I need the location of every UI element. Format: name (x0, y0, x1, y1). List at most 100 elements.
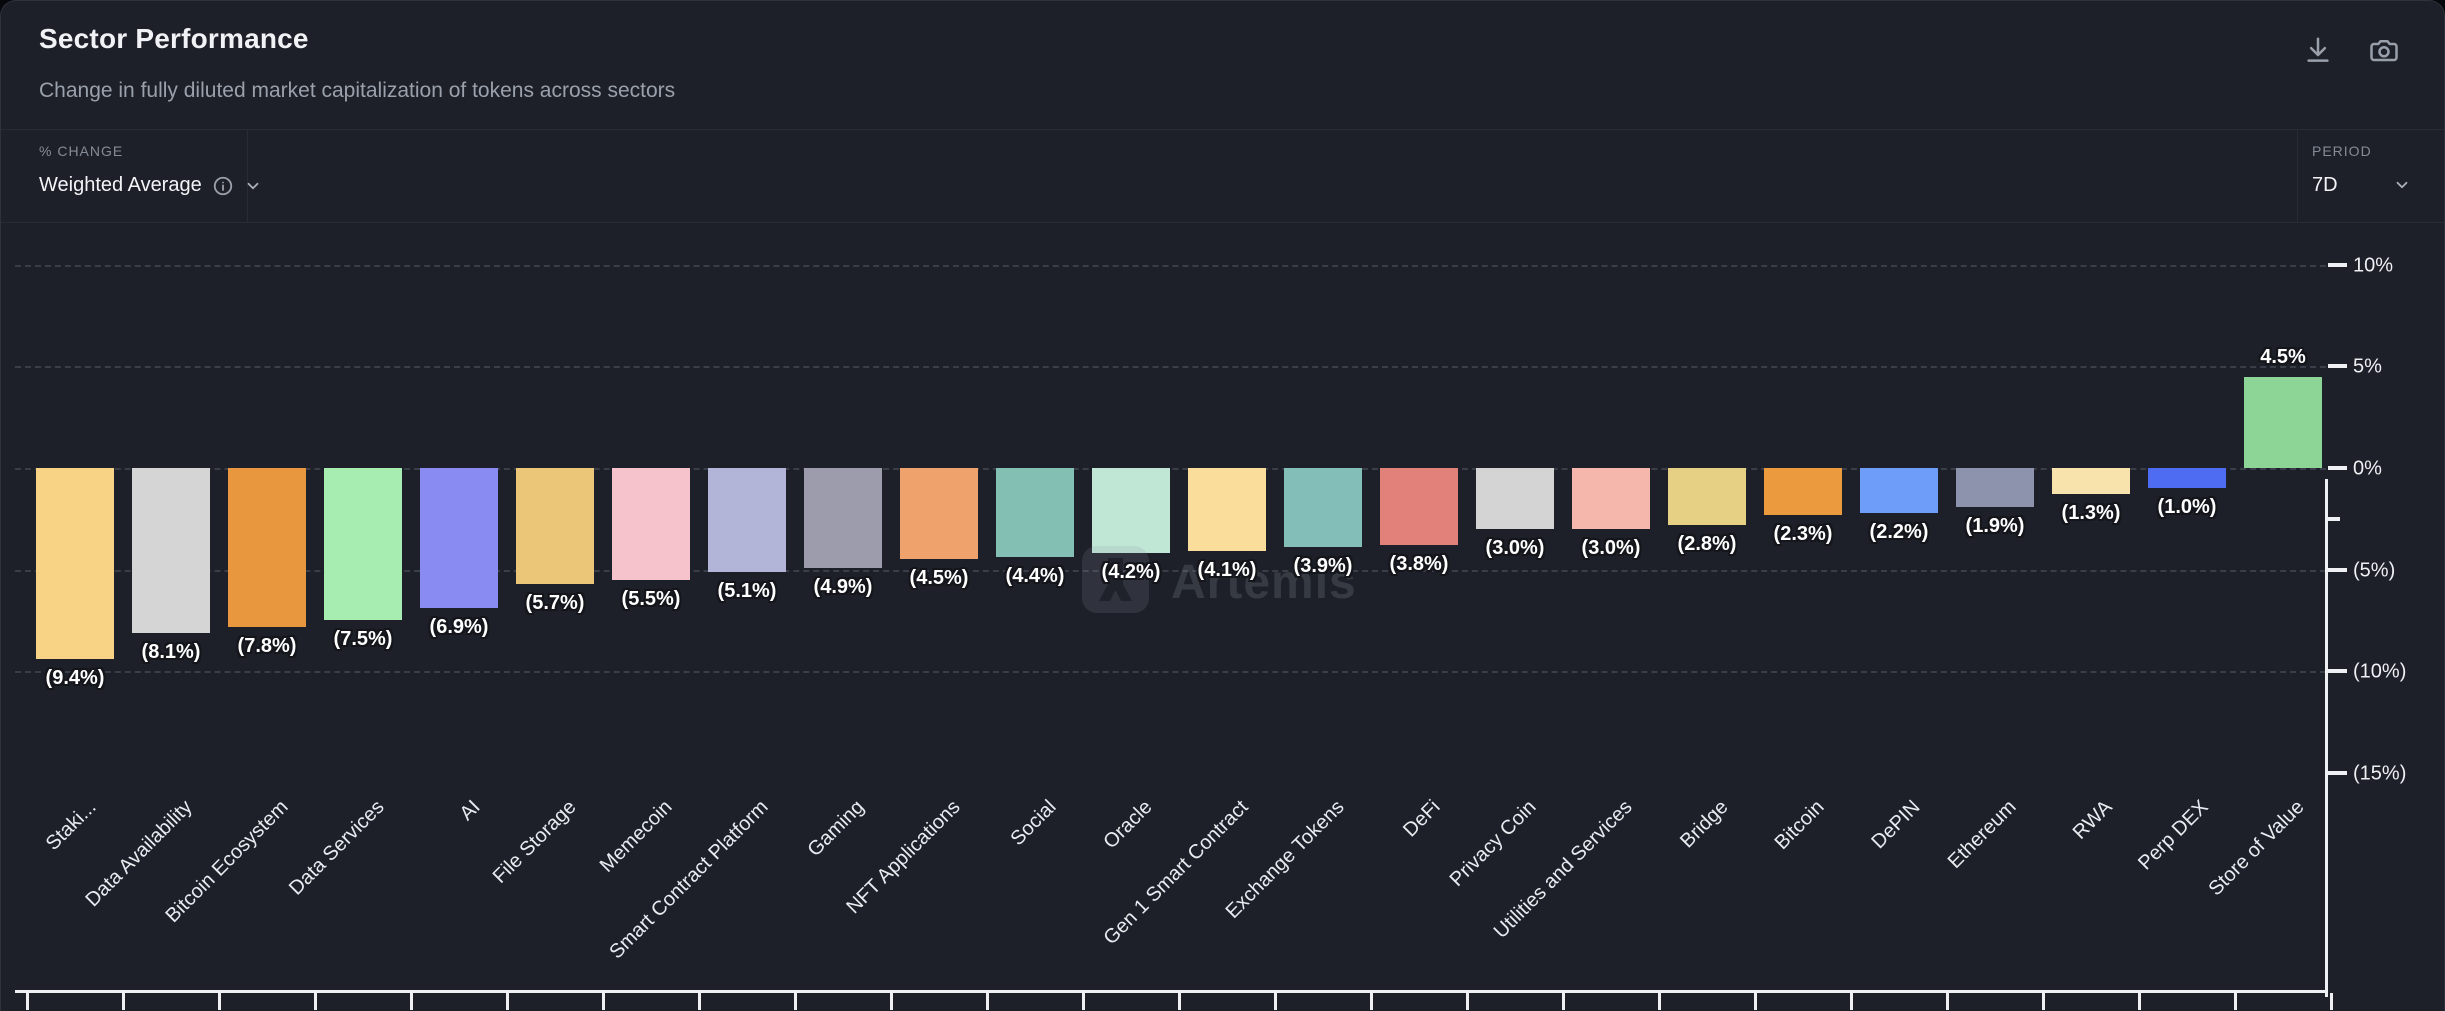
bar-value-label: (1.3%) (2061, 502, 2121, 525)
gridline (15, 264, 2326, 267)
bar-value-label: (5.7%) (525, 591, 585, 614)
y-axis-line (2325, 479, 2328, 997)
bar-value-label: (3.9%) (1293, 555, 1353, 578)
x-axis-category-label: DeFi (1399, 796, 1445, 842)
chevron-down-icon (244, 177, 262, 195)
bar[interactable] (1476, 468, 1554, 529)
y-axis-tick-label: 0% (2353, 457, 2382, 480)
bar[interactable] (1284, 468, 1362, 548)
bar[interactable] (132, 468, 210, 633)
x-axis-tick (1754, 993, 1757, 1010)
bar[interactable] (2148, 468, 2226, 489)
bar[interactable] (996, 468, 1074, 558)
x-axis-category-label: Bitcoin (1770, 796, 1829, 855)
bar[interactable] (1764, 468, 1842, 515)
x-axis-tick (218, 993, 221, 1010)
gridline (15, 366, 2326, 369)
x-axis-line (15, 990, 2328, 993)
metric-dropdown[interactable]: % CHANGE Weighted Average (1, 130, 259, 222)
x-axis-tick (1946, 993, 1949, 1010)
x-axis-tick (698, 993, 701, 1010)
bar[interactable] (420, 468, 498, 609)
page-subtitle: Change in fully diluted market capitaliz… (39, 79, 676, 102)
x-axis-tick (986, 993, 989, 1010)
x-axis-tick (1466, 993, 1469, 1010)
y-axis-tick-label: (10%) (2353, 660, 2407, 683)
y-axis-tick-label: 5% (2353, 355, 2382, 378)
bar[interactable] (516, 468, 594, 584)
x-axis-tick (794, 993, 797, 1010)
bar[interactable] (324, 468, 402, 621)
x-axis-tick (602, 993, 605, 1010)
bar-value-label: (4.2%) (1101, 561, 1161, 584)
x-axis-tick (506, 993, 509, 1010)
y-axis-tick (2328, 567, 2347, 572)
bar[interactable] (1956, 468, 2034, 507)
page-title: Sector Performance (39, 23, 309, 54)
bar-value-label: (3.0%) (1485, 536, 1545, 559)
bar[interactable] (708, 468, 786, 572)
x-axis-category-label: DePIN (1867, 796, 1925, 854)
bar[interactable] (228, 468, 306, 627)
x-axis-tick (410, 993, 413, 1010)
x-axis-tick (890, 993, 893, 1010)
screenshot-button[interactable] (2367, 34, 2401, 68)
y-axis-tick-label: (15%) (2353, 762, 2407, 785)
bar-value-label: (4.4%) (1005, 565, 1065, 588)
bar[interactable] (900, 468, 978, 560)
x-axis-tick (1850, 993, 1853, 1010)
x-axis-tick (2042, 993, 2045, 1010)
x-axis-tick (314, 993, 317, 1010)
info-icon[interactable] (212, 175, 234, 197)
x-axis-tick (26, 993, 29, 1010)
bar[interactable] (1668, 468, 1746, 525)
chevron-down-icon (2393, 176, 2411, 194)
y-axis-tick (2328, 262, 2347, 267)
x-axis-tick (1178, 993, 1181, 1010)
bar-value-label: (1.0%) (2157, 496, 2217, 519)
x-axis-tick (2234, 993, 2237, 1010)
y-axis-tick (2328, 364, 2347, 369)
bar-chart-plot: (9.4%) Staki... (8.1%) Data Availability (7.… (1, 221, 2444, 1011)
x-axis-category-label: File Storage (488, 796, 581, 888)
download-icon (2303, 37, 2333, 68)
bar[interactable] (1380, 468, 1458, 546)
bar-value-label: (5.5%) (621, 587, 681, 610)
metric-value: Weighted Average (39, 174, 202, 196)
y-axis-tick (2328, 770, 2347, 775)
period-dropdown[interactable]: PERIOD 7D (2297, 130, 2444, 222)
bar[interactable] (1092, 468, 1170, 554)
x-axis-tick (2138, 993, 2141, 1010)
bar[interactable] (1572, 468, 1650, 529)
x-axis-category-label: Perp DEX (2134, 796, 2213, 875)
period-label: PERIOD (2312, 143, 2372, 159)
x-axis-category-label: Smart Contract Platform (605, 796, 773, 964)
bar[interactable] (1860, 468, 1938, 513)
download-button[interactable] (2301, 34, 2335, 68)
bar-value-label: (2.3%) (1773, 522, 1833, 545)
bar[interactable] (2244, 376, 2322, 468)
bar-value-label: (3.0%) (1581, 536, 1641, 559)
bar[interactable] (612, 468, 690, 580)
bar-value-label: (7.8%) (237, 634, 297, 657)
bar[interactable] (804, 468, 882, 568)
x-axis-tick (1562, 993, 1565, 1010)
bar[interactable] (36, 468, 114, 660)
bar[interactable] (2052, 468, 2130, 495)
y-axis-tick (2328, 669, 2347, 674)
x-axis-category-label: Gaming (803, 796, 869, 862)
x-axis-category-label: Oracle (1099, 796, 1157, 854)
y-axis-tick-label: 10% (2353, 254, 2394, 277)
y-axis-tick-label: (5%) (2353, 559, 2396, 582)
x-axis-category-label: Bridge (1676, 796, 1733, 853)
x-axis-category-label: Store of Value (2204, 796, 2309, 901)
bar-value-label: (6.9%) (429, 616, 489, 639)
x-axis-tick (1658, 993, 1661, 1010)
gridline (15, 671, 2326, 674)
bar[interactable] (1188, 468, 1266, 552)
bar-value-label: 4.5% (2260, 345, 2306, 368)
bar-value-label: (5.1%) (717, 579, 777, 602)
x-axis-tick (1274, 993, 1277, 1010)
bar-value-label: (2.8%) (1677, 532, 1737, 555)
